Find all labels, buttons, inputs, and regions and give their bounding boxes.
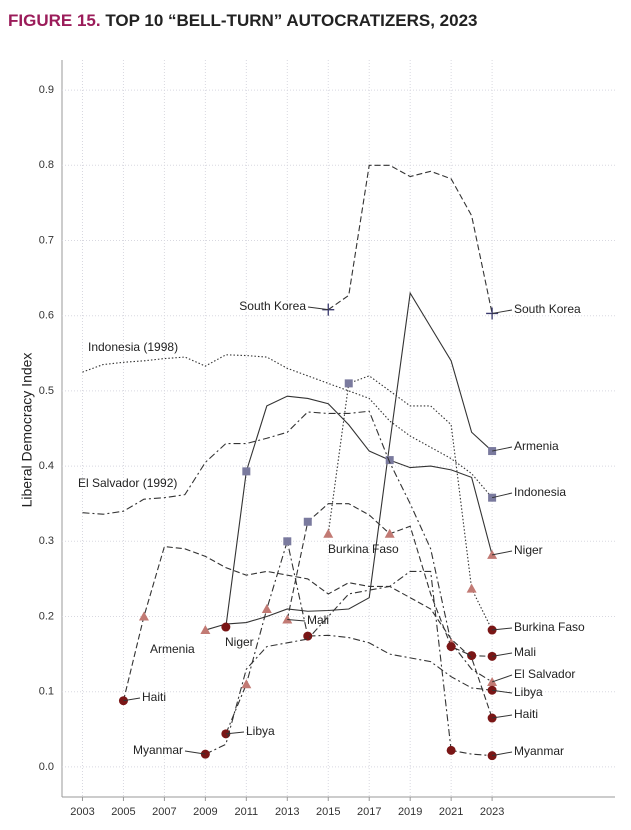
start-label: Burkina Faso: [328, 542, 399, 556]
marker: [241, 679, 252, 689]
x-tick-label: 2013: [275, 806, 299, 818]
start-label: Haiti: [142, 690, 166, 704]
y-tick-label: 0.6: [39, 310, 54, 322]
marker: [467, 651, 477, 661]
series-line: [82, 354, 493, 499]
end-label: El Salvador: [514, 667, 575, 681]
figure-label: FIGURE 15.: [8, 11, 101, 30]
start-label: Myanmar: [133, 743, 183, 757]
series-line: [205, 570, 493, 757]
series-line: [205, 291, 493, 631]
marker: [446, 745, 456, 755]
series-line: [286, 503, 493, 657]
start-label: Indonesia (1998): [88, 340, 178, 354]
end-label: Mali: [514, 645, 536, 659]
marker: [282, 614, 293, 624]
y-tick-label: 0.4: [39, 460, 54, 472]
start-label: Armenia: [150, 642, 195, 656]
end-label: South Korea: [514, 302, 581, 316]
marker: [261, 603, 272, 613]
x-tick-label: 2019: [398, 806, 422, 818]
start-label: Niger: [225, 635, 254, 649]
series-line: [327, 375, 493, 631]
leader-line: [492, 751, 513, 757]
y-tick-label: 0.5: [39, 385, 54, 397]
x-tick-label: 2007: [152, 806, 176, 818]
leader-line: [307, 306, 329, 311]
marker: [303, 517, 312, 526]
x-tick-label: 2023: [480, 806, 504, 818]
marker: [221, 622, 231, 632]
leader-line: [287, 619, 306, 622]
end-label: Haiti: [514, 707, 538, 721]
end-label: Indonesia: [514, 485, 566, 499]
start-label: Mali: [307, 613, 329, 627]
y-tick-label: 0.8: [39, 159, 54, 171]
leader-line: [492, 627, 513, 631]
series-line: [225, 539, 493, 735]
x-tick-label: 2009: [193, 806, 217, 818]
leader-line: [492, 689, 513, 694]
title-text: TOP 10 “BELL-TURN” AUTOCRATIZERS, 2023: [105, 11, 477, 30]
y-tick-label: 0.2: [39, 610, 54, 622]
leader-line: [492, 309, 513, 314]
leader-line: [492, 714, 513, 719]
marker: [446, 642, 456, 652]
marker: [200, 625, 211, 635]
leader-line: [492, 446, 513, 452]
x-tick-label: 2003: [70, 806, 94, 818]
start-label: Libya: [246, 724, 275, 738]
end-label: Myanmar: [514, 744, 564, 758]
x-tick-label: 2017: [357, 806, 381, 818]
series-line: [82, 410, 493, 683]
series-line: [327, 164, 493, 314]
x-tick-label: 2015: [316, 806, 340, 818]
leader-line: [492, 652, 513, 657]
end-label: Burkina Faso: [514, 620, 585, 634]
marker: [344, 379, 353, 388]
series-line: [225, 395, 493, 628]
start-label: El Salvador (1992): [78, 476, 177, 490]
end-label: Libya: [514, 685, 543, 699]
start-label: South Korea: [239, 299, 306, 313]
marker: [242, 467, 251, 476]
leader-line: [184, 750, 206, 755]
leader-line: [492, 550, 513, 556]
marker: [138, 611, 149, 621]
y-tick-label: 0.0: [39, 761, 54, 773]
marker: [303, 631, 313, 641]
marker: [323, 528, 334, 538]
chart-title: FIGURE 15. TOP 10 “BELL-TURN” AUTOCRATIZ…: [8, 11, 478, 30]
y-tick-label: 0.1: [39, 686, 54, 698]
marker: [466, 583, 477, 593]
leader-line: [123, 697, 141, 702]
x-tick-label: 2011: [235, 806, 259, 818]
series-line: [122, 545, 493, 719]
marker: [385, 456, 394, 465]
leader-line: [491, 674, 513, 683]
y-tick-label: 0.7: [39, 234, 54, 246]
y-tick-label: 0.3: [39, 535, 54, 547]
marker: [384, 528, 395, 538]
end-label: Armenia: [514, 439, 559, 453]
y-axis-label: Liberal Democracy Index: [19, 353, 35, 508]
marker: [486, 307, 499, 320]
leader-line: [491, 492, 513, 499]
marker: [283, 537, 292, 546]
end-label: Niger: [514, 543, 543, 557]
x-tick-label: 2021: [439, 806, 463, 818]
y-tick-label: 0.9: [39, 84, 54, 96]
x-tick-label: 2005: [111, 806, 135, 818]
